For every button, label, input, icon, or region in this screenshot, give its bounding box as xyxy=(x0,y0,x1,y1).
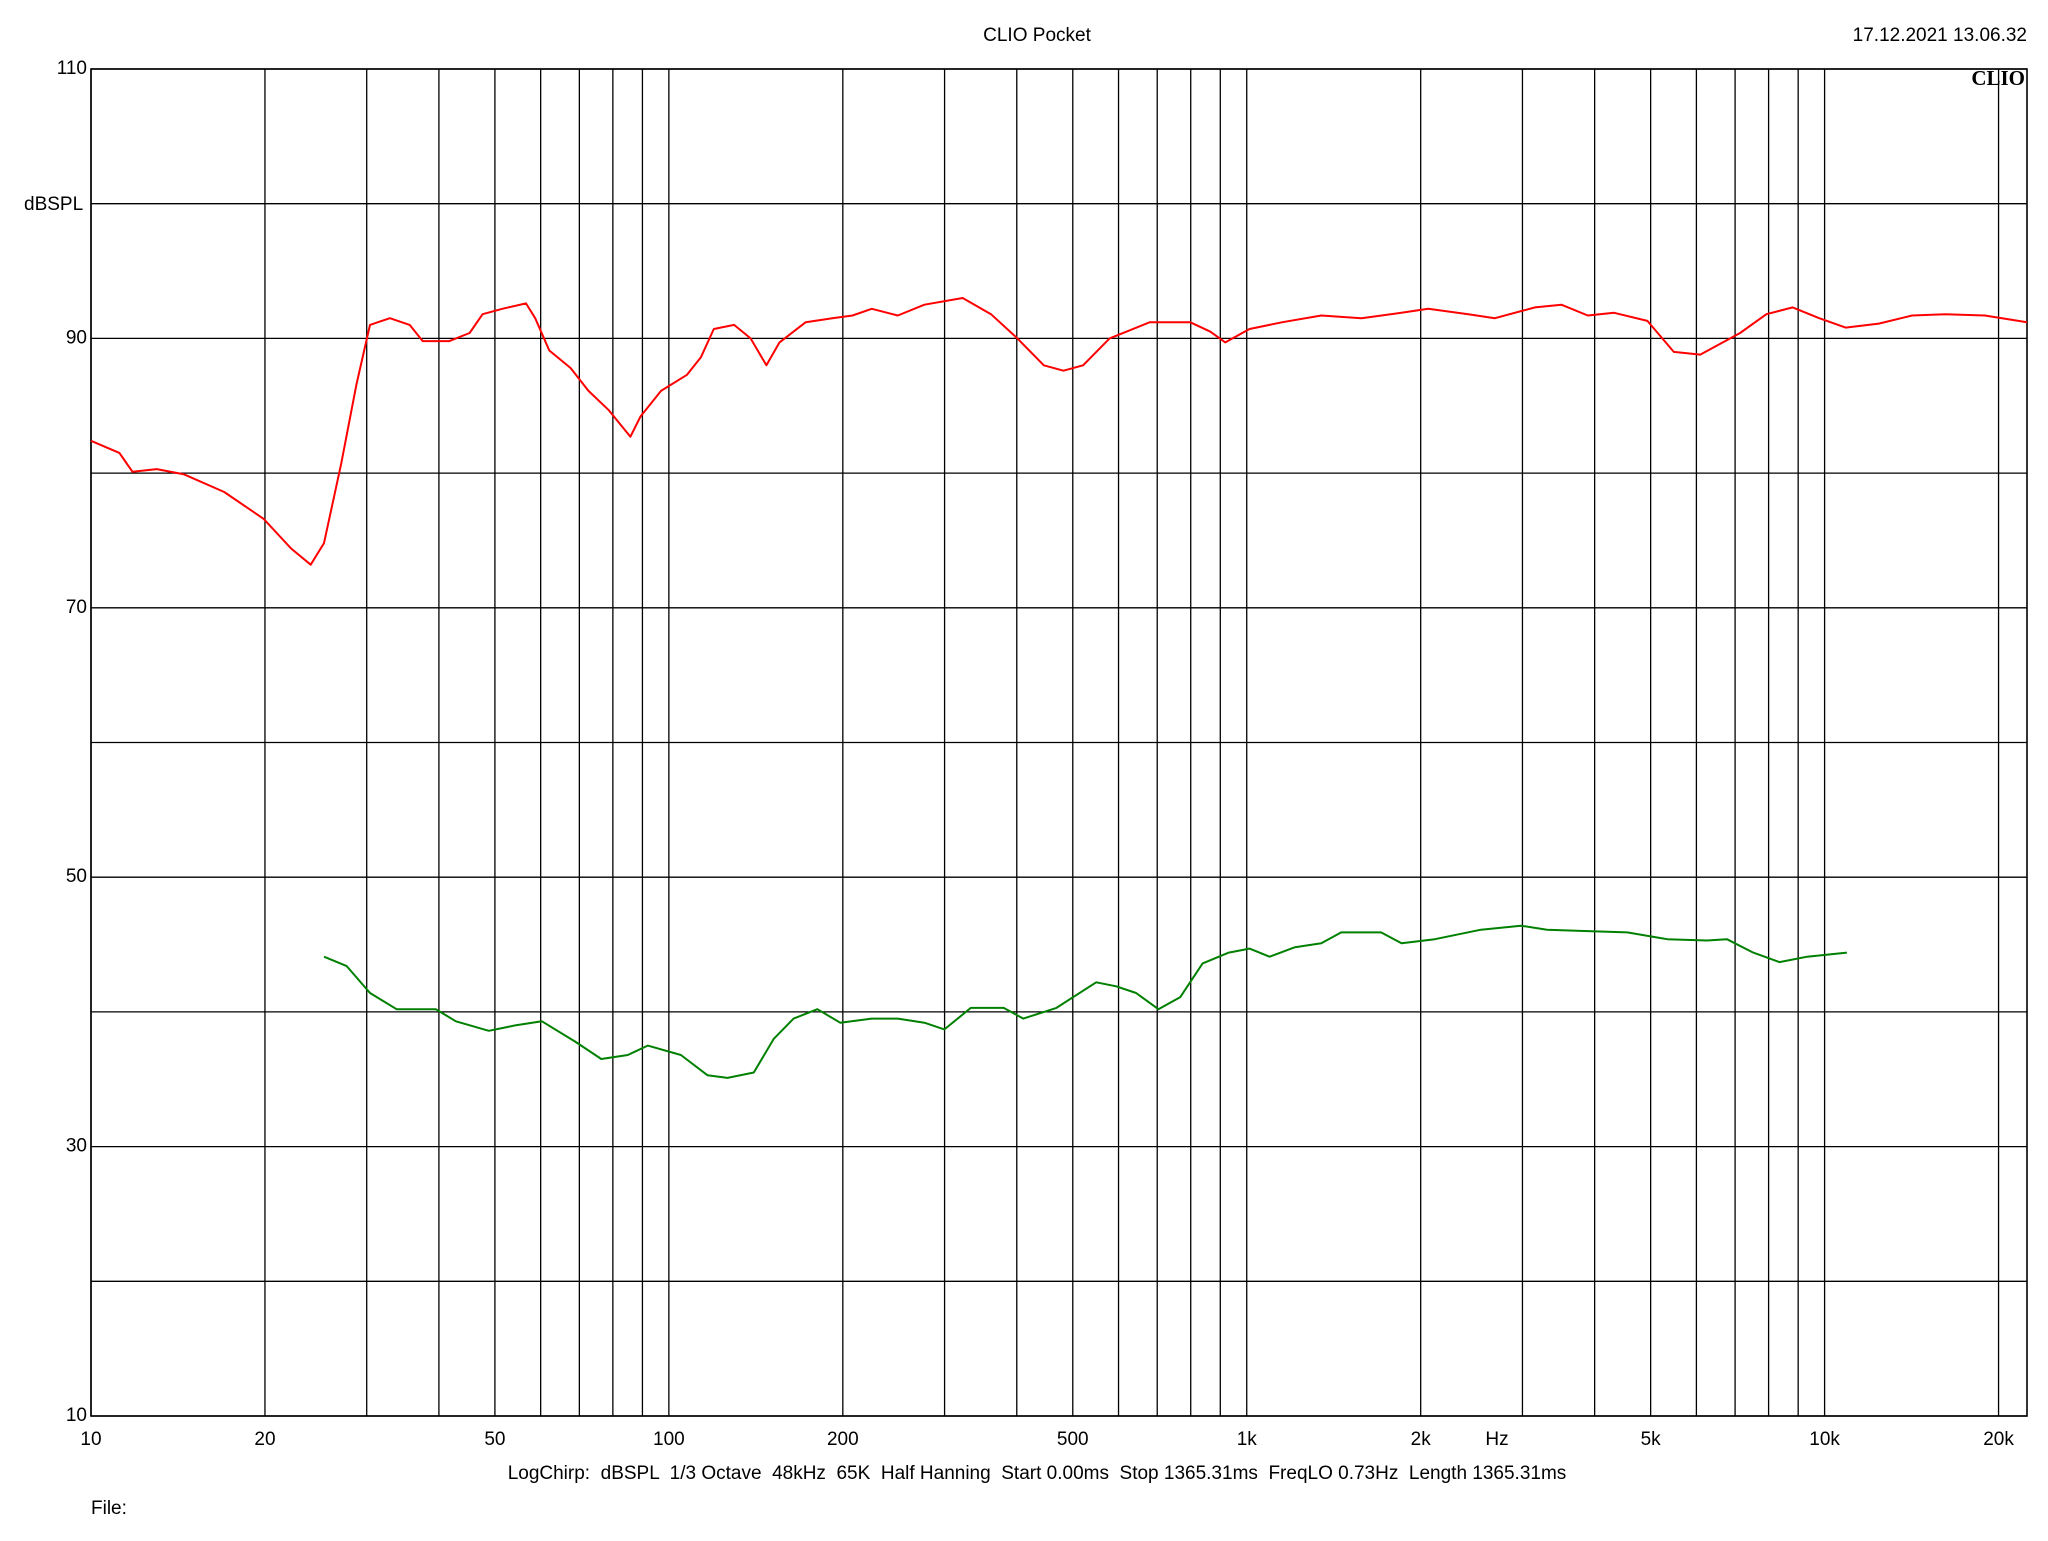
x-tick-label: 20 xyxy=(254,1429,275,1450)
y-tick-label: 30 xyxy=(66,1136,87,1157)
chart-title: CLIO Pocket xyxy=(983,25,1091,46)
y-tick-label: 90 xyxy=(66,327,87,348)
y-axis-label: dBSPL xyxy=(24,194,83,215)
series-line xyxy=(90,297,2028,566)
x-tick-label: 50 xyxy=(484,1429,505,1450)
x-tick-label: 2k xyxy=(1411,1429,1432,1450)
footer: LogChirp: dBSPL 1/3 Octave 48kHz 65K Hal… xyxy=(508,1463,1567,1484)
x-tick-label: 200 xyxy=(827,1429,859,1450)
plot-frame xyxy=(90,68,2028,1417)
y-tick-label: 50 xyxy=(66,866,87,887)
y-tick-label: 10 xyxy=(66,1405,87,1426)
x-tick-label: 500 xyxy=(1057,1429,1089,1450)
x-tick-label: 5k xyxy=(1641,1429,1662,1450)
timestamp: 17.12.2021 13.06.32 xyxy=(1853,25,2027,46)
y-tick-label: 70 xyxy=(66,597,87,618)
y-tick-label: 110 xyxy=(57,58,87,79)
x-axis-label: Hz xyxy=(1485,1429,1508,1450)
x-tick-label: 1k xyxy=(1237,1429,1258,1450)
x-tick-label: 10 xyxy=(80,1429,101,1450)
file-label: File: xyxy=(91,1498,127,1519)
x-tick-label: 20k xyxy=(1983,1429,2014,1450)
x-tick-label: 100 xyxy=(653,1429,685,1450)
series-line xyxy=(323,924,1848,1079)
x-tick-label: 10k xyxy=(1809,1429,1840,1450)
